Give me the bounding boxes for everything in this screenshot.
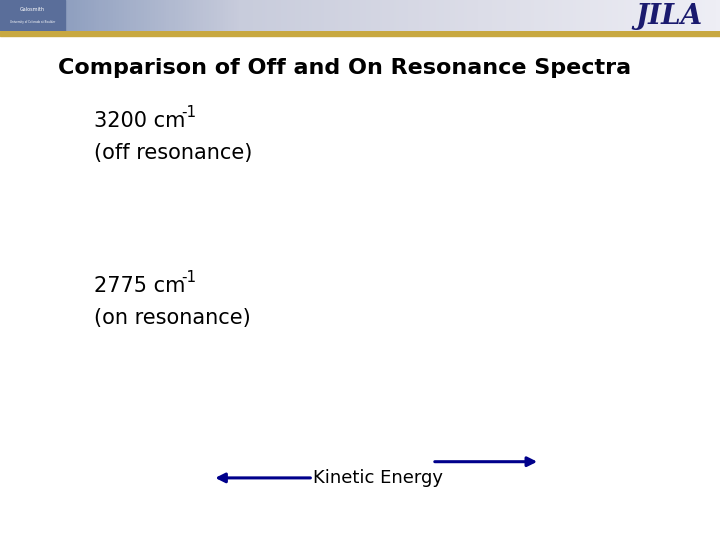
Text: (off resonance): (off resonance) [94, 143, 252, 163]
Text: Galosmith: Galosmith [20, 6, 45, 12]
Text: 3200 cm: 3200 cm [94, 111, 185, 131]
Text: 2775 cm: 2775 cm [94, 275, 185, 295]
Bar [0, 0, 65, 31]
Text: -1: -1 [181, 105, 197, 120]
Text: Comparison of Off and On Resonance Spectra: Comparison of Off and On Resonance Spect… [58, 57, 631, 78]
Text: (on resonance): (on resonance) [94, 308, 251, 328]
Bar [0, 31, 720, 36]
Text: Kinetic Energy: Kinetic Energy [313, 469, 444, 487]
Text: JILA: JILA [635, 3, 702, 30]
Text: -1: -1 [181, 270, 197, 285]
Text: University of Colorado at Boulder: University of Colorado at Boulder [10, 19, 55, 24]
